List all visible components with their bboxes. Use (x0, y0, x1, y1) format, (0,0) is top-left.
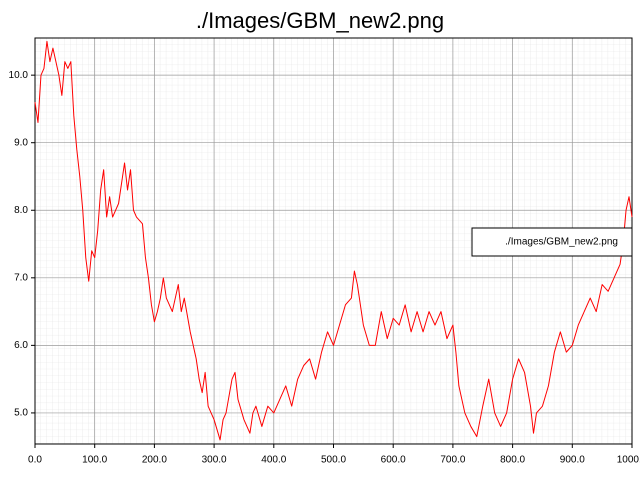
x-tick-label: 300.0 (202, 455, 227, 466)
x-tick-label: 100.0 (82, 455, 107, 466)
legend-label: ./Images/GBM_new2.png (505, 237, 618, 248)
x-tick-label: 1000.0 (617, 455, 640, 466)
x-tick-label: 200.0 (142, 455, 167, 466)
y-tick-label: 9.0 (14, 137, 28, 148)
x-tick-label: 700.0 (440, 455, 465, 466)
data-line (34, 40, 633, 441)
legend-box (471, 227, 633, 257)
x-tick-label: 800.0 (500, 455, 525, 466)
x-tick-label: 0.0 (28, 455, 42, 466)
x-tick-label: 400.0 (261, 455, 286, 466)
y-tick-label: 5.0 (14, 408, 28, 419)
y-tick-label: 6.0 (14, 340, 28, 351)
chart-title: ./Images/GBM_new2.png (196, 8, 444, 33)
x-tick-label: 600.0 (381, 455, 406, 466)
y-tick-label: 7.0 (14, 272, 28, 283)
x-tick-label: 900.0 (560, 455, 585, 466)
y-tick-label: 10.0 (9, 70, 29, 81)
x-tick-label: 500.0 (321, 455, 346, 466)
y-tick-label: 8.0 (14, 205, 28, 216)
